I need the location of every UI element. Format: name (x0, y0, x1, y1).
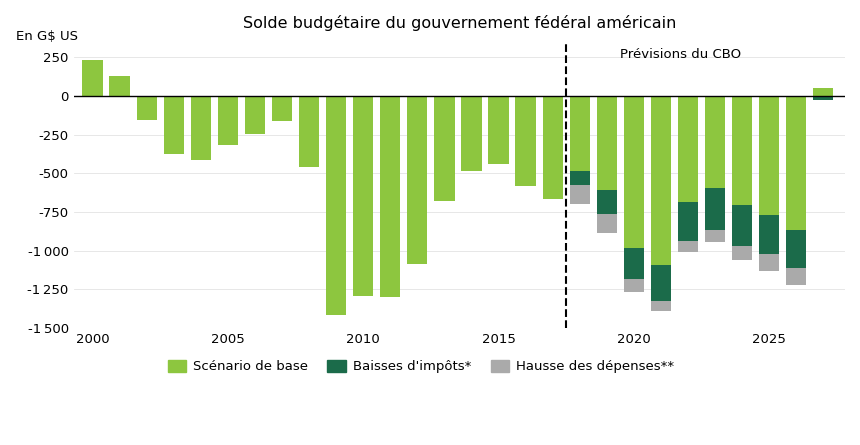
Bar (624, 248, 644, 279)
Bar (732, 205, 752, 246)
Bar (380, 96, 401, 297)
Bar (569, 96, 590, 171)
Bar (786, 96, 807, 230)
Bar (651, 265, 671, 301)
Bar (83, 60, 102, 96)
Bar (137, 96, 157, 121)
Text: Prévisions du CBO: Prévisions du CBO (620, 48, 741, 61)
Bar (488, 96, 509, 164)
Bar (461, 96, 482, 171)
Bar (759, 255, 779, 271)
Bar (705, 188, 725, 230)
Bar (515, 96, 536, 186)
Legend: Scénario de base, Baisses d'impôts*, Hausse des dépenses**: Scénario de base, Baisses d'impôts*, Hau… (163, 355, 679, 379)
Bar (814, 96, 833, 100)
Bar (624, 279, 644, 292)
Bar (569, 185, 590, 204)
Bar (299, 96, 319, 167)
Bar (759, 215, 779, 255)
Bar (245, 96, 265, 134)
Bar (624, 96, 644, 248)
Bar (218, 96, 238, 145)
Bar (732, 246, 752, 260)
Bar (326, 96, 347, 315)
Bar (597, 214, 617, 233)
Bar (705, 230, 725, 243)
Bar (569, 171, 590, 185)
Text: En G$ US: En G$ US (15, 30, 77, 44)
Bar (353, 96, 373, 296)
Bar (678, 96, 698, 202)
Bar (434, 96, 455, 201)
Bar (597, 190, 617, 214)
Bar (814, 88, 833, 96)
Bar (732, 96, 752, 205)
Bar (651, 96, 671, 265)
Bar (163, 96, 184, 154)
Bar (597, 96, 617, 190)
Bar (786, 268, 807, 286)
Bar (759, 96, 779, 215)
Bar (272, 96, 292, 121)
Bar (678, 202, 698, 241)
Bar (407, 96, 427, 264)
Bar (678, 241, 698, 252)
Bar (786, 230, 807, 268)
Bar (109, 76, 130, 96)
Title: Solde budgétaire du gouvernement fédéral américain: Solde budgétaire du gouvernement fédéral… (243, 15, 676, 31)
Bar (191, 96, 211, 160)
Bar (705, 96, 725, 188)
Bar (543, 96, 562, 199)
Bar (651, 301, 671, 312)
